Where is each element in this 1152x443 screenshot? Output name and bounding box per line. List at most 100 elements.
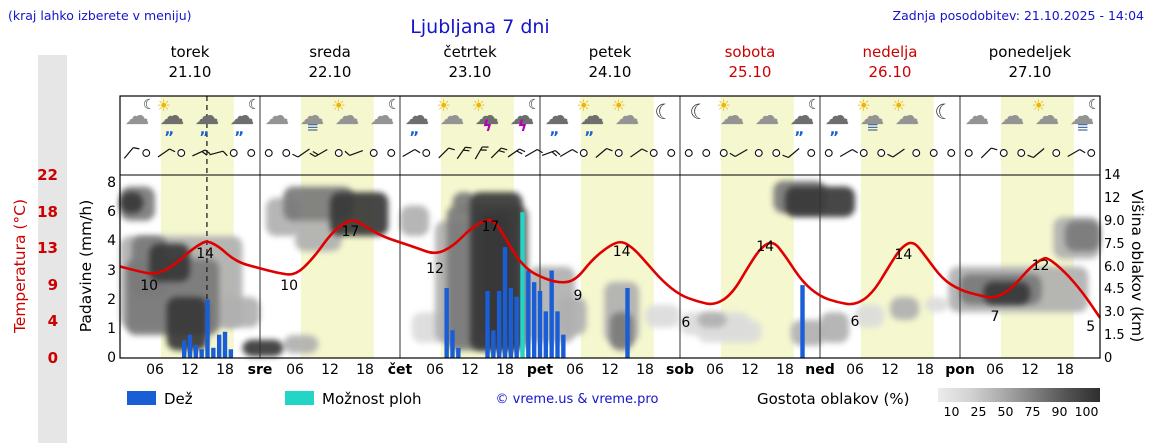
precip-bar — [485, 290, 490, 358]
precip-tick: 8 — [107, 175, 116, 191]
x-tick: pet — [526, 362, 554, 378]
cloud-icon: ☁ — [229, 101, 255, 130]
cloud-region — [283, 335, 319, 354]
fog-lines-icon: ≡ — [306, 118, 320, 136]
weather-icon: ☀ ☁ — [435, 98, 471, 138]
weather-icon: ☀ ☁ — [890, 98, 926, 138]
copyright-link[interactable]: © vreme.us & vreme.pro — [495, 392, 659, 407]
wind-calm-icon — [229, 149, 238, 157]
raindrops-icon: ‚‚ — [199, 120, 210, 138]
cloud-region — [697, 312, 727, 328]
day-header: sreda 22.10 — [260, 44, 400, 81]
cloud-icon: ☁ — [544, 101, 570, 130]
cloud-region — [166, 297, 208, 351]
cloud-height-tick: 1.5 — [1104, 328, 1125, 344]
precip-tick: 3 — [107, 262, 116, 279]
wind-calm-icon — [369, 149, 378, 157]
cloud-icon: ☁ — [999, 101, 1025, 130]
cloud-region — [242, 339, 284, 357]
day-header: torek 21.10 — [120, 44, 260, 81]
sun-icon: ☀ — [156, 96, 171, 115]
precip-bar — [543, 311, 549, 358]
temp-value-label: 10 — [140, 277, 159, 294]
weather-icon: ☁ ‚‚ — [190, 98, 226, 138]
weather-icon: ☁ — [995, 98, 1031, 138]
cloud-region — [557, 297, 587, 336]
wind-calm-icon — [264, 149, 273, 157]
cloud-height-tick: 14 — [1104, 168, 1121, 183]
x-tick: 06 — [426, 362, 444, 378]
weather-icon: ☁ — [750, 98, 786, 138]
temp-tick: 13 — [37, 239, 58, 258]
wind-barb-icon — [1027, 148, 1045, 159]
day-header: ponedeljek 27.10 — [960, 44, 1100, 81]
temperature-curve — [119, 218, 1102, 319]
wind-barb-icon — [490, 147, 508, 159]
temp-tick: 22 — [37, 166, 58, 184]
wind-calm-icon — [614, 149, 623, 157]
wind-calm-icon — [772, 149, 781, 157]
wind-calm-icon — [1052, 149, 1061, 157]
wind-calm-icon — [649, 149, 658, 157]
temp-value-label: 14 — [196, 245, 215, 262]
precip-bar — [211, 347, 216, 358]
x-tick: 12 — [881, 362, 899, 378]
wind-calm-icon — [1017, 149, 1026, 157]
wind-barb-icon — [980, 147, 998, 159]
precip-bar — [444, 288, 449, 358]
temp-axis-strip — [38, 55, 67, 443]
cloud-height-tick: 3.0 — [1104, 305, 1125, 321]
cloud-height-tick: 6.0 — [1104, 259, 1125, 275]
wind-calm-icon — [807, 149, 816, 157]
cloud-region — [983, 281, 1030, 305]
x-tick: čet — [387, 362, 413, 378]
weather-icon: ☀ ☁ ‚‚ — [575, 98, 611, 138]
temp-tick: 4 — [47, 312, 58, 331]
temp-value-label: 6 — [681, 314, 691, 331]
fog-lines-icon: ≡ — [866, 118, 880, 136]
moon-icon: ☾ — [934, 100, 954, 124]
cloud-height-tick: 12 — [1104, 190, 1121, 206]
x-tick: 12 — [1021, 362, 1039, 378]
wind-calm-icon — [999, 149, 1008, 157]
sun-icon: ☀ — [331, 96, 346, 115]
weather-icon: ☾ ☁ ‚‚ — [225, 98, 261, 138]
cloud-density-scale-value: 10 — [943, 404, 960, 419]
cloud-density-scale-value: 25 — [970, 404, 987, 419]
weather-icon: ☾ ☁ ϟ — [505, 98, 541, 138]
wind-calm-icon — [282, 149, 291, 157]
x-tick: 12 — [181, 362, 199, 378]
cloud-region — [645, 304, 680, 328]
cloud-density-scale-value: 75 — [1024, 404, 1041, 419]
x-tick: 18 — [356, 362, 374, 378]
cloud-region — [219, 297, 260, 328]
x-tick: 18 — [916, 362, 934, 378]
precip-bar — [625, 288, 630, 358]
lightning-icon: ϟ — [482, 117, 493, 135]
weather-icon: ☾ ☁ ‚‚ — [785, 98, 821, 138]
wind-calm-icon — [702, 149, 711, 157]
weather-icon: ☁ — [260, 98, 296, 138]
day-header: četrtek 23.10 — [400, 44, 540, 81]
wind-barb-icon — [507, 148, 526, 158]
x-tick: 06 — [566, 362, 584, 378]
cloud-height-tick: 9.0 — [1104, 213, 1125, 229]
wind-barb-icon — [474, 146, 489, 160]
precip-bar — [222, 331, 228, 358]
day-name: petek — [588, 43, 632, 61]
cloud-icon: ☁ — [614, 101, 640, 130]
precip-tick: 2 — [107, 291, 116, 308]
wind-calm-icon — [964, 149, 973, 157]
x-tick: 12 — [741, 362, 759, 378]
wind-barb-icon — [157, 148, 176, 158]
precip-bar — [181, 340, 187, 358]
day-date: 21.10 — [168, 63, 212, 81]
wind-barb-icon — [292, 148, 310, 158]
moon-icon: ☾ — [689, 100, 709, 124]
wind-barb-icon — [192, 149, 211, 157]
temp-value-label: 14 — [894, 246, 913, 263]
temp-value-label: 7 — [990, 309, 1000, 326]
day-header: sobota 25.10 — [680, 44, 820, 81]
